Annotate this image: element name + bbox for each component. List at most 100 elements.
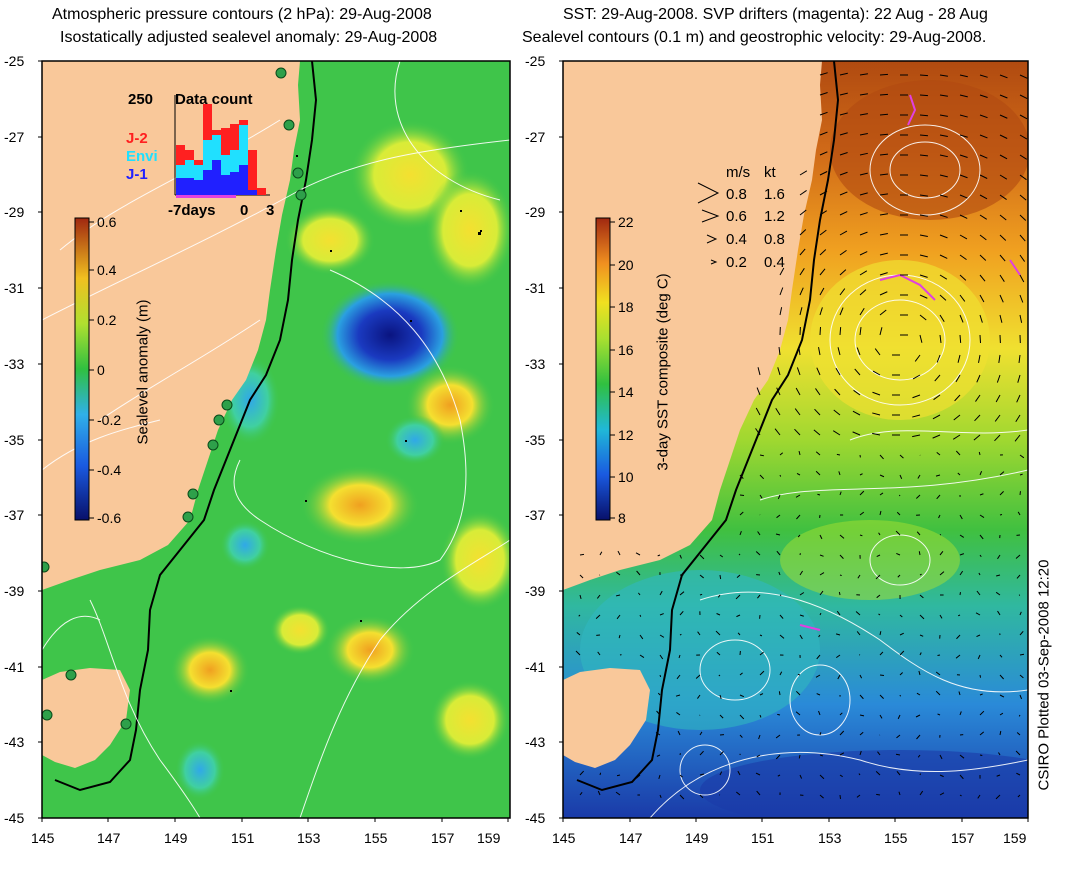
sst-tick: 18 <box>618 299 634 315</box>
velocity-arrow <box>676 674 681 680</box>
velocity-arrow <box>838 591 841 596</box>
velocity-arrow <box>979 134 988 139</box>
velocity-arrow <box>959 254 967 261</box>
velocity-arrow <box>919 74 929 77</box>
velocity-arrow <box>939 114 948 117</box>
legend-j1: J-1 <box>126 166 148 183</box>
sla-tick: 0 <box>97 362 105 378</box>
velocity-arrow <box>979 314 983 323</box>
velocity-arrow <box>897 574 901 578</box>
velocity-arrow <box>939 134 948 138</box>
velocity-arrow <box>679 774 683 778</box>
velocity-arrow <box>719 694 722 699</box>
velocity-arrow <box>959 794 962 797</box>
velocity-arrow <box>1019 74 1028 79</box>
left-y-tick: -39 <box>4 583 25 599</box>
velocity-arrow <box>916 692 921 696</box>
velocity-arrow <box>779 671 783 676</box>
right-y-tick: -25 <box>525 53 546 69</box>
velocity-arrow <box>998 354 1001 363</box>
sla-colorbar <box>74 217 90 521</box>
velocity-arrow <box>739 530 742 536</box>
velocity-arrow <box>819 72 828 76</box>
velocity-arrow <box>699 731 703 736</box>
velocity-arrow <box>839 132 848 136</box>
velocity-arrow <box>775 407 781 416</box>
velocity-arrow <box>912 374 921 380</box>
velocity-arrow <box>852 431 861 436</box>
velocity-arrow <box>1015 554 1021 559</box>
velocity-arrow <box>697 631 701 636</box>
sst-tick: 14 <box>618 384 634 400</box>
velocity-arrow <box>979 674 982 678</box>
velocity-arrow <box>959 314 964 323</box>
velocity-arrow <box>677 730 681 736</box>
velocity-arrow <box>939 174 948 178</box>
velocity-arrow <box>959 134 968 138</box>
velocity-arrow <box>959 334 962 344</box>
velocity-arrow <box>659 590 663 596</box>
left-y-tick: -29 <box>4 204 25 220</box>
velocity-arrow <box>976 374 981 383</box>
velocity-arrow <box>819 590 824 596</box>
velocity-arrow <box>759 474 765 480</box>
velocity-arrow <box>979 710 985 716</box>
velocity-arrow <box>597 790 601 796</box>
velocity-arrow <box>919 94 929 97</box>
velocity-arrow <box>999 491 1004 496</box>
velocity-arrow <box>919 594 924 599</box>
velocity-arrow <box>839 112 848 116</box>
right-y-tick: -29 <box>525 204 546 220</box>
velocity-arrow <box>935 671 941 676</box>
left-x-tick: 153 <box>297 830 321 846</box>
velocity-arrow <box>996 774 1001 777</box>
velocity-arrow <box>879 510 882 516</box>
velocity-arrow <box>919 114 929 117</box>
velocity-arrow <box>777 713 781 716</box>
velocity-arrow <box>876 793 881 796</box>
velocity-legend-kt: 0.4 <box>764 254 785 271</box>
velocity-arrow <box>737 770 741 776</box>
velocity-arrow <box>799 268 805 276</box>
velocity-arrow <box>596 594 601 599</box>
velocity-arrow <box>912 394 921 399</box>
velocity-arrow <box>938 514 941 519</box>
velocity-arrow <box>998 752 1001 756</box>
csiro-credit: CSIRO Plotted 03-Sep-2008 12:20 <box>1035 559 1053 791</box>
velocity-arrow <box>839 211 848 216</box>
velocity-arrow <box>739 511 744 516</box>
velocity-arrow <box>737 632 741 636</box>
velocity-arrow <box>576 632 581 636</box>
velocity-arrow <box>939 774 944 778</box>
velocity-arrow <box>959 754 965 759</box>
velocity-arrow <box>659 654 664 660</box>
velocity-arrow <box>699 773 705 776</box>
velocity-arrow <box>777 367 781 376</box>
velocity-arrow <box>836 610 841 616</box>
velocity-arrow <box>859 93 868 96</box>
velocity-arrow <box>1017 374 1021 383</box>
velocity-arrow <box>736 791 741 796</box>
velocity-arrow <box>758 734 761 740</box>
velocity-arrow <box>1019 674 1024 679</box>
velocity-arrow <box>874 348 881 356</box>
velocity-arrow <box>957 614 961 617</box>
velocity-arrow <box>839 191 848 196</box>
velocity-arrow <box>819 612 822 616</box>
velocity-arrow <box>1019 114 1028 120</box>
sst-tick: 10 <box>618 469 634 485</box>
velocity-arrow <box>659 613 664 616</box>
velocity-arrow <box>896 734 901 739</box>
velocity-arrow <box>859 490 865 496</box>
left-y-tick: -31 <box>4 280 25 296</box>
velocity-legend-ms-header: m/s <box>726 164 751 181</box>
velocity-arrow <box>779 452 784 456</box>
velocity-arrow <box>859 212 868 216</box>
velocity-legend-ms: 0.4 <box>726 231 747 248</box>
velocity-arrow <box>915 714 921 718</box>
velocity-arrow <box>919 174 929 177</box>
velocity-arrow <box>959 154 968 158</box>
velocity-arrow <box>852 410 861 416</box>
velocity-arrow <box>959 711 962 716</box>
velocity-arrow <box>879 213 888 216</box>
